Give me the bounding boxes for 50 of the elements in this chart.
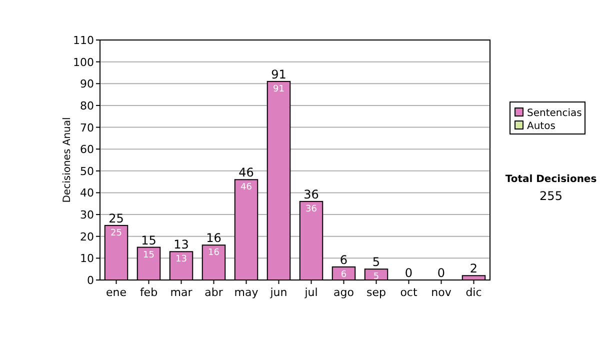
- total-label: 2: [470, 262, 478, 276]
- text: 255: [540, 189, 562, 203]
- y-tick-label: 100: [73, 56, 94, 69]
- x-tick-label: abr: [204, 286, 224, 299]
- data-label: 16: [208, 248, 220, 258]
- y-tick-label: 80: [80, 99, 94, 112]
- total-label: 16: [206, 231, 222, 246]
- data-label: 15: [143, 250, 154, 260]
- x-tick-label: jul: [304, 286, 318, 299]
- total-label: 46: [238, 166, 254, 180]
- data-label: 46: [240, 182, 252, 193]
- total-label: 25: [108, 211, 124, 226]
- y-tick-label: 60: [80, 143, 94, 156]
- x-tick-label: ene: [106, 286, 127, 299]
- y-tick-label: 90: [80, 78, 94, 91]
- y-tick-label: 110: [73, 34, 94, 47]
- x-tick-label: oct: [400, 286, 418, 299]
- x-tick-label: jun: [269, 286, 288, 299]
- x-tick-label: dic: [466, 286, 482, 299]
- text: Total Decisiones: [505, 174, 597, 185]
- total-label: 0: [437, 266, 446, 280]
- x-tick-label: mar: [170, 286, 193, 299]
- y-tick-label: 10: [80, 252, 94, 266]
- total-label: 6: [340, 252, 348, 267]
- x-tick-label: nov: [431, 286, 452, 299]
- x-tick-label: may: [234, 286, 259, 299]
- x-tick-label: ago: [334, 286, 354, 299]
- y-tick-label: 20: [80, 230, 94, 244]
- y-tick-label: 0: [87, 274, 94, 287]
- x-tick-label: sep: [366, 286, 386, 299]
- y-axis-title: Decisiones Anual: [62, 117, 73, 203]
- x-tick-label: feb: [140, 286, 158, 299]
- data-label: 91: [273, 84, 284, 94]
- total-label: 13: [174, 238, 189, 252]
- total-label: 91: [271, 67, 286, 82]
- data-label: 36: [306, 204, 318, 214]
- y-tick-label: 30: [80, 208, 94, 222]
- data-label: 25: [110, 228, 122, 238]
- y-tick-label: 40: [80, 186, 94, 200]
- total-label: 0: [404, 266, 413, 280]
- legend-label: Sentencias: [527, 108, 582, 119]
- data-label: 5: [373, 272, 380, 282]
- legend-label: Autos: [527, 121, 556, 132]
- data-label: 13: [176, 254, 187, 265]
- y-tick-label: 70: [80, 121, 94, 134]
- total-label: 5: [372, 255, 380, 270]
- total-label: 15: [141, 233, 156, 248]
- y-tick-label: 50: [80, 164, 94, 178]
- data-label: 6: [340, 270, 347, 280]
- total-label: 36: [304, 187, 319, 202]
